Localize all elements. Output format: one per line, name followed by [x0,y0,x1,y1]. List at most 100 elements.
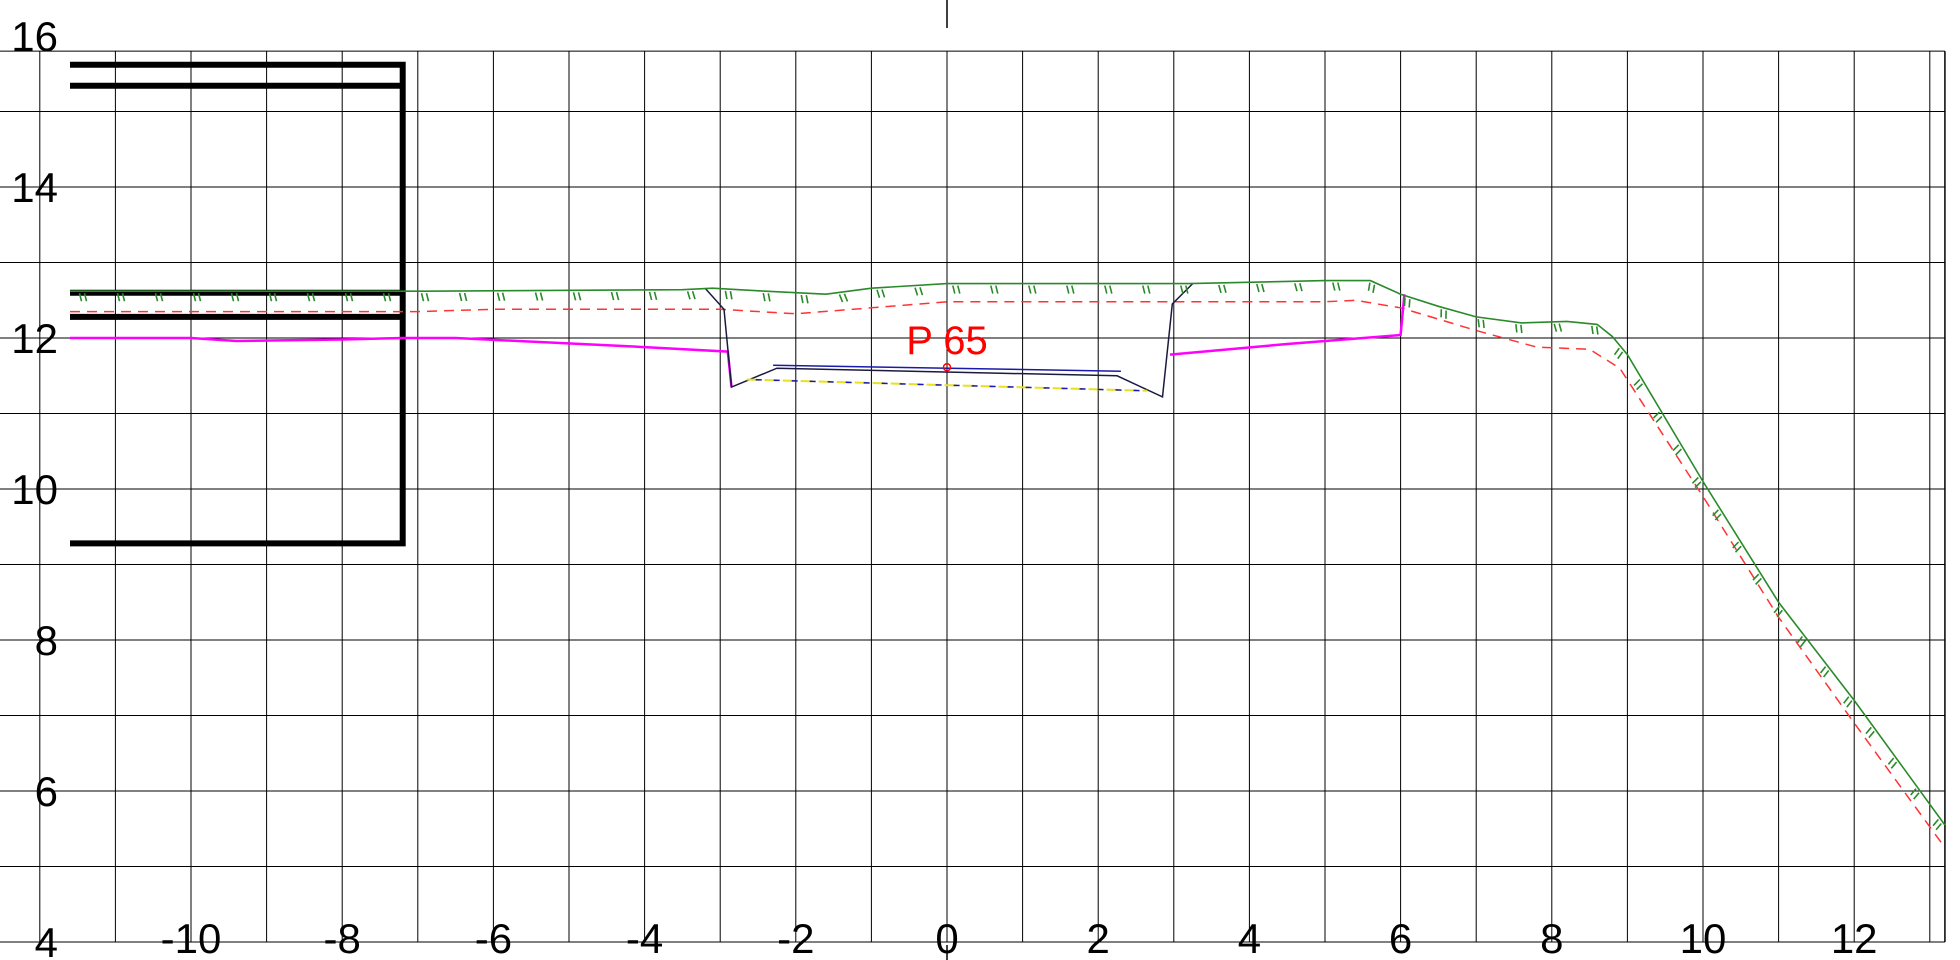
terrain-hatch [1595,326,1599,335]
terrain-hatch [838,294,844,303]
terrain-hatch [995,285,999,294]
terrain-hatch [458,292,463,302]
terrain-hatch [1408,299,1411,308]
terrain-hatch [1477,319,1480,328]
terrain-hatch [1799,639,1807,648]
terrain-hatch [1180,285,1184,294]
station-point-marker [942,362,952,372]
terrain-hatch [1367,282,1371,291]
terrain-hatch [881,289,886,298]
terrain-hatch [1332,282,1336,291]
terrain-hatch [1256,283,1260,293]
terrain-hatch [724,290,728,300]
terrain-hatch [1591,325,1594,335]
terrain-hatch [1033,285,1037,294]
section-geometry [70,61,1946,849]
terrain-hatch [1147,285,1151,294]
terrain-hatch [691,290,696,300]
terrain-hatch [159,293,164,302]
terrain-hatch [1913,792,1920,800]
terrain-hatch [1185,285,1189,294]
terrain-hatch [1636,383,1644,391]
terrain-hatch [762,292,766,302]
x-tick-label: 10 [1680,915,1727,960]
terrain-hatch [729,291,733,300]
terrain-hatch [615,291,620,301]
y-tick-label: 16 [11,13,58,60]
x-tick-label: 0 [935,915,958,960]
terrain-hatch [192,293,197,302]
terrain-hatch [230,293,235,302]
terrain-hatch [387,293,392,302]
terrain-hatch [1890,761,1898,769]
terrain-hatch [805,295,809,304]
x-tick-label: 2 [1087,915,1110,960]
terrain-hatch [1732,541,1740,549]
terrain-hatch [78,293,83,302]
terrain-hatch [1066,285,1070,294]
terrain-hatch [349,293,354,302]
x-tick-label: 8 [1540,915,1563,960]
terrain-hatch [990,285,994,294]
trench-bottom-blue [746,378,1148,392]
magenta-line-right [1169,294,1406,356]
terrain-hatch [572,292,577,301]
terrain-hatch [1675,448,1682,456]
terrain-hatch [1633,378,1641,386]
terrain-hatch [306,293,311,302]
terrain-hatch [952,285,956,294]
terrain-hatch [268,293,273,302]
magenta-line-left [70,336,733,388]
terrain-hatch [610,291,615,301]
terrain-hatch [1796,636,1804,644]
terrain-hatch [382,293,387,302]
terrain-hatch [1261,283,1265,293]
terrain-hatch [767,293,771,302]
terrain-hatch [1652,411,1660,419]
x-tick-label: -8 [324,915,361,960]
terrain-hatch [1403,297,1406,306]
terrain-hatch [1299,282,1303,292]
terrain-hatch [235,293,240,302]
terrain-hatch [1613,347,1620,356]
terrain-hatch [1819,666,1827,674]
terrain-hatch [1694,481,1702,489]
terrain-hatch [1515,324,1518,333]
y-tick-label: 14 [11,164,58,211]
terrain-hatch [1553,323,1558,332]
terrain-hatch [1776,609,1783,618]
terrain-hatch [1071,285,1075,294]
terrain-hatch [83,293,88,302]
terrain-hatch [1712,509,1719,517]
terrain-hatch [1520,324,1523,334]
terrain-hatch [116,293,121,302]
x-tick-label: -4 [626,915,663,960]
terrain-hatch [425,293,430,302]
terrain-hatch [1935,822,1942,831]
terrain-hatch [1714,513,1722,521]
design-line [70,299,1946,849]
terrain-hatch [1482,319,1485,329]
building-outline [70,61,406,547]
terrain-hatch [154,293,159,302]
terrain-hatch [273,293,278,302]
y-tick-label: 12 [11,315,58,362]
station-point-label: P 65 [906,319,988,363]
terrain-hatch [1887,757,1895,765]
terrain-hatch [1337,282,1341,291]
x-tick-label: -10 [161,915,222,960]
terrain-hatch [1846,700,1853,708]
terrain-hatch [577,292,582,301]
trench-inner-line [773,364,1121,372]
terrain-hatch [1868,730,1875,739]
x-axis-labels: -10 -8 -6 -4 -2 0 2 4 6 8 10 12 [161,915,1878,960]
terrain-hatch [1932,818,1940,827]
terrain-hatch [1558,323,1563,332]
y-tick-label: 10 [11,466,58,513]
terrain-hatch [1104,285,1108,294]
terrain-hatch [919,287,924,296]
terrain-hatch [1755,577,1762,585]
terrain-hatch [1752,573,1760,581]
